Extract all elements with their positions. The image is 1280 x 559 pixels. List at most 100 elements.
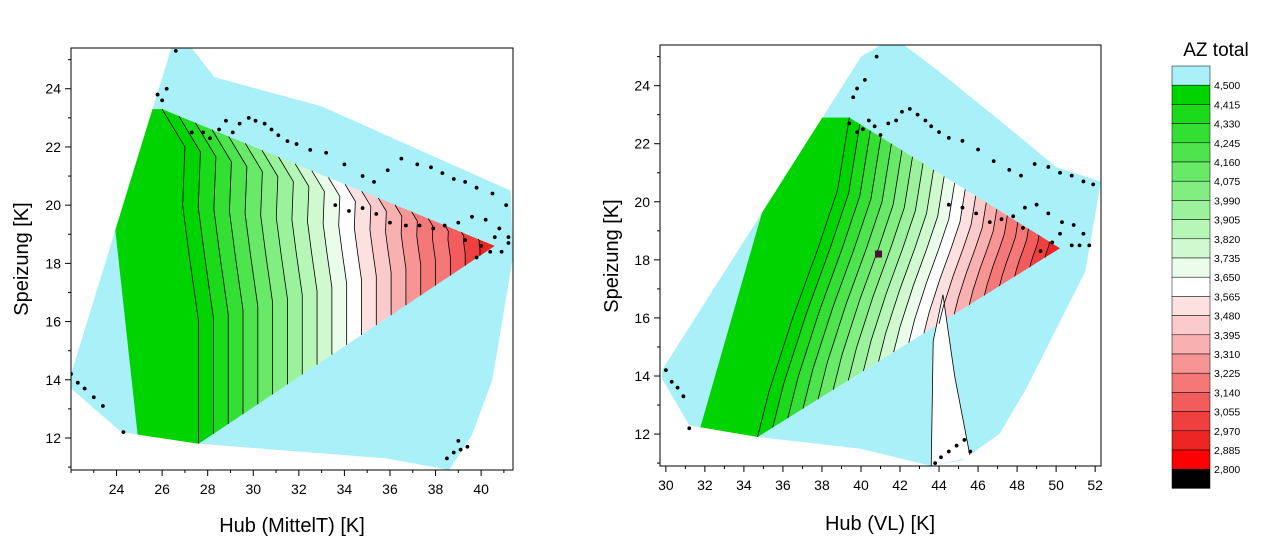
contour-line bbox=[1044, 241, 1050, 258]
x-tick-label: 50 bbox=[1048, 477, 1064, 493]
measurement-point bbox=[886, 121, 891, 126]
measurement-point bbox=[968, 449, 973, 454]
contour-band bbox=[361, 191, 392, 326]
measurement-point bbox=[960, 205, 965, 210]
measurement-point bbox=[456, 220, 461, 225]
contour-line bbox=[908, 182, 956, 343]
contour-line bbox=[938, 195, 977, 324]
colorbar-level-label: 2,800 bbox=[1214, 464, 1240, 476]
measurement-point bbox=[374, 211, 379, 216]
colorbar-swatch bbox=[1171, 315, 1211, 336]
measurement-point bbox=[224, 118, 228, 123]
contour-line bbox=[411, 211, 422, 296]
plot-background bbox=[660, 45, 1101, 466]
measurement-point bbox=[506, 235, 511, 240]
y-tick-label: 24 bbox=[634, 78, 650, 94]
contour-band bbox=[1014, 228, 1039, 277]
y-tick-label: 18 bbox=[45, 255, 61, 271]
measurement-point bbox=[269, 127, 274, 132]
measurement-point bbox=[504, 203, 509, 208]
contour-line bbox=[211, 129, 244, 415]
measurement-point bbox=[385, 168, 390, 173]
measurement-point bbox=[388, 220, 392, 225]
colorbar-swatches bbox=[1171, 65, 1211, 489]
measurement-point bbox=[324, 150, 329, 155]
colorbar-level-label: 3,225 bbox=[1214, 368, 1240, 380]
contour-lines bbox=[660, 45, 1101, 466]
contour-line bbox=[244, 143, 274, 395]
measurement-point bbox=[1046, 165, 1051, 169]
contour-band bbox=[1044, 241, 1061, 258]
measurement-point bbox=[429, 165, 433, 170]
measurement-point bbox=[155, 92, 160, 97]
contour-band bbox=[954, 202, 997, 315]
colorbar-level-label: 3,990 bbox=[1214, 195, 1240, 207]
plot-background bbox=[71, 48, 513, 470]
x-tick-label: 42 bbox=[892, 477, 908, 493]
measurement-points bbox=[663, 54, 1096, 465]
measurement-point bbox=[217, 127, 221, 132]
contour-band bbox=[923, 189, 976, 334]
contour-line bbox=[461, 232, 466, 266]
colorbar-swatch bbox=[1171, 449, 1211, 470]
x-tick-label: 36 bbox=[775, 477, 791, 493]
measurement-point bbox=[933, 461, 938, 465]
colorbar-swatch bbox=[1171, 392, 1211, 412]
measurement-point bbox=[1058, 231, 1062, 236]
measurement-point bbox=[687, 426, 692, 431]
measurement-point bbox=[946, 449, 951, 454]
contour-line bbox=[328, 177, 348, 345]
contour-line bbox=[930, 294, 971, 466]
colorbar-level-label: 3,905 bbox=[1214, 215, 1240, 227]
measurement-point bbox=[372, 179, 376, 184]
measurement-point bbox=[1081, 231, 1086, 236]
contour-line bbox=[968, 208, 998, 305]
measurement-point bbox=[230, 130, 235, 135]
measurement-point bbox=[999, 217, 1004, 222]
measurement-point bbox=[456, 438, 461, 443]
colorbar-swatch bbox=[1171, 238, 1211, 259]
y-tick-label: 18 bbox=[634, 252, 650, 268]
measurement-point bbox=[1032, 162, 1037, 166]
measurement-point bbox=[866, 118, 871, 123]
measurement-point bbox=[483, 217, 488, 222]
contour-line bbox=[999, 222, 1019, 287]
x-tick-label: 40 bbox=[853, 477, 869, 493]
measurement-point bbox=[451, 450, 456, 455]
measurement-point bbox=[855, 130, 859, 135]
colorbar-swatch bbox=[1171, 372, 1211, 393]
colorbar-swatch bbox=[1171, 276, 1211, 297]
contour-line bbox=[444, 225, 451, 276]
measurement-point bbox=[189, 130, 194, 135]
contour-plot-mittelt: 24 26 28 30 32 34 36 38 40 12 14 16 18 20 22 24 Hub (Mi… bbox=[11, 47, 514, 537]
x-tick-label: 32 bbox=[291, 481, 307, 497]
colorbar-level-label: 3,480 bbox=[1214, 311, 1240, 323]
measurement-point bbox=[342, 162, 347, 167]
contour-band bbox=[878, 169, 945, 362]
contour-band bbox=[939, 195, 987, 324]
measurement-point bbox=[929, 124, 934, 129]
colorbar-level-label: 4,500 bbox=[1214, 80, 1240, 92]
colorbar-swatch bbox=[1171, 65, 1211, 86]
measurement-point bbox=[237, 121, 242, 126]
y-tick-label: 12 bbox=[634, 426, 650, 442]
contour-band bbox=[787, 130, 881, 419]
contour-lines bbox=[71, 48, 513, 470]
x-tick-label: 32 bbox=[697, 477, 713, 493]
measurement-point bbox=[991, 159, 996, 164]
contour-band bbox=[833, 150, 913, 390]
measurement-point bbox=[1058, 170, 1062, 175]
contour-band bbox=[893, 176, 955, 353]
contour-band bbox=[245, 143, 288, 395]
contour-line bbox=[261, 149, 288, 385]
measurement-point bbox=[417, 223, 422, 228]
colorbar-level-label: 2,970 bbox=[1214, 426, 1240, 438]
contour-line bbox=[832, 150, 903, 390]
measurement-point bbox=[851, 95, 856, 100]
x-tick-label: 30 bbox=[658, 477, 674, 493]
measurement-point bbox=[164, 86, 169, 91]
measurement-point bbox=[445, 456, 449, 461]
colorbar-labels: 4,500 4,415 4,330 4,245 4,160 4,075 3,990 3,905… bbox=[1214, 80, 1240, 476]
measurement-point bbox=[458, 447, 463, 452]
measurement-point bbox=[894, 118, 899, 123]
